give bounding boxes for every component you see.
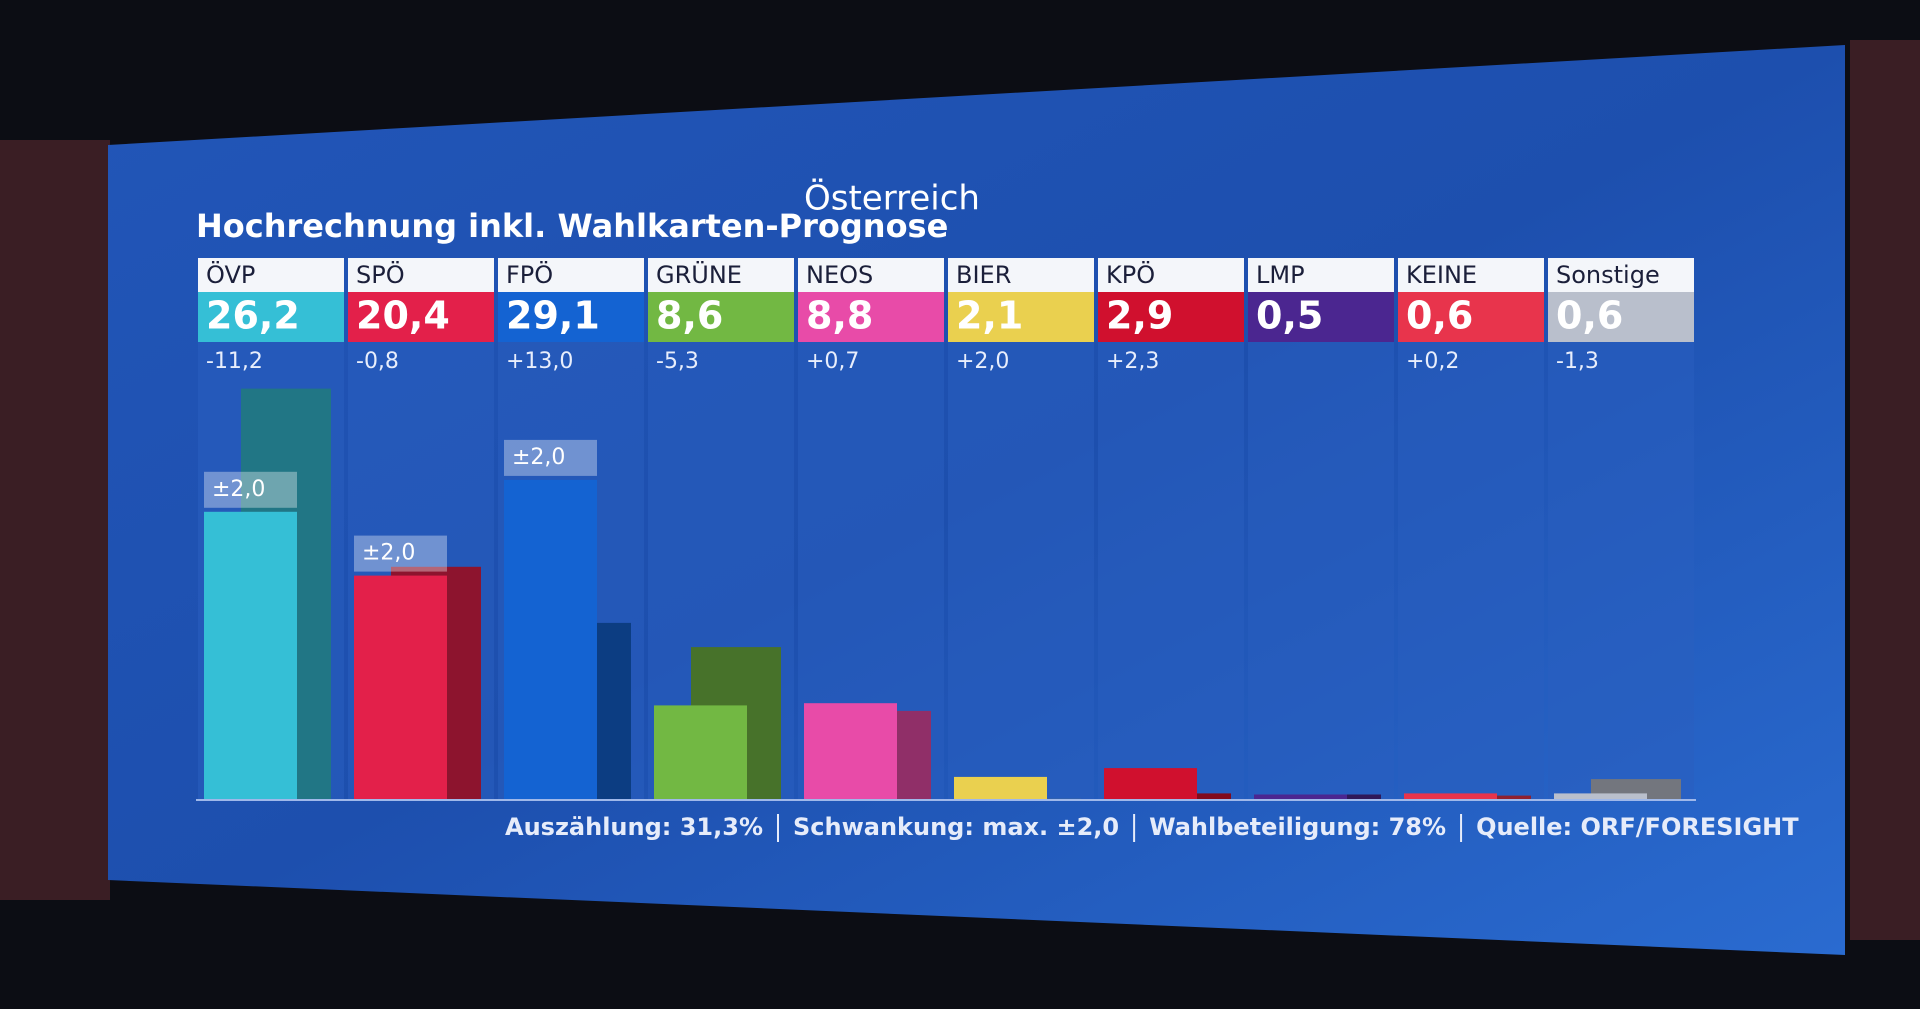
footer-text: Quelle: ORF/FORESIGHT: [1476, 813, 1799, 841]
value-label: 8,8: [806, 294, 873, 338]
value-box: [948, 292, 1094, 342]
value-label: 0,5: [1256, 294, 1323, 338]
change-label: +2,0: [956, 349, 1009, 374]
party-name: SPÖ: [356, 260, 405, 289]
column-background: [948, 258, 1094, 800]
column-background: [1548, 258, 1694, 800]
party-header: [348, 258, 494, 292]
chart-subtitle: Österreich: [804, 178, 980, 219]
value-label: 0,6: [1556, 294, 1623, 338]
value-label: 26,2: [206, 294, 300, 338]
value-label: 2,1: [956, 294, 1023, 338]
party-name: Sonstige: [1556, 261, 1660, 289]
bar: [204, 511, 297, 800]
party-name: ÖVP: [206, 260, 255, 289]
change-label: +0,7: [806, 349, 859, 374]
value-box: [1548, 292, 1694, 342]
party-header: [1098, 258, 1244, 292]
value-label: 0,6: [1406, 294, 1473, 338]
change-label: +13,0: [506, 349, 573, 374]
margin-box: [204, 471, 297, 508]
change-label: -0,8: [356, 349, 399, 374]
margin-label: ±2,0: [212, 477, 265, 502]
value-box: [1398, 292, 1544, 342]
column-background: [1398, 258, 1544, 800]
value-box: [648, 292, 794, 342]
footer-text: Schwankung: max. ±2,0: [793, 813, 1119, 841]
party-name: KEINE: [1406, 261, 1477, 289]
value-box: [1098, 292, 1244, 342]
party-header: [648, 258, 794, 292]
side-wall: [1850, 40, 1920, 940]
change-label: +2,3: [1106, 349, 1159, 374]
party-header: [948, 258, 1094, 292]
party-header: [1248, 258, 1394, 292]
party-header: [1398, 258, 1544, 292]
party-name: FPÖ: [506, 260, 553, 289]
party-header: [498, 258, 644, 292]
footer-text: Wahlbeteiligung: 78%: [1149, 813, 1446, 841]
value-box: [798, 292, 944, 342]
margin-label: ±2,0: [512, 445, 565, 470]
bar: [1104, 768, 1197, 800]
column-background: [1098, 258, 1244, 800]
value-label: 20,4: [356, 294, 450, 338]
party-name: KPÖ: [1106, 260, 1155, 289]
party-header: [798, 258, 944, 292]
change-label: -1,3: [1556, 349, 1599, 374]
side-wall: [0, 140, 110, 900]
party-name: NEOS: [806, 261, 873, 289]
bar: [1254, 794, 1347, 800]
value-label: 2,9: [1106, 294, 1173, 338]
bar: [804, 703, 897, 800]
party-name: LMP: [1256, 261, 1305, 289]
bar: [1554, 793, 1647, 800]
value-box: [1248, 292, 1394, 342]
value-box: [348, 292, 494, 342]
footer-text: Auszählung: 31,3%: [505, 813, 763, 841]
value-box: [498, 292, 644, 342]
party-name: GRÜNE: [656, 260, 742, 289]
change-label: +0,2: [1406, 349, 1459, 374]
margin-label: ±2,0: [362, 541, 415, 566]
margin-box: [504, 439, 597, 476]
margin-box: [354, 535, 447, 572]
bar: [1404, 793, 1497, 800]
party-header: [198, 258, 344, 292]
bar: [954, 776, 1047, 800]
change-label: -5,3: [656, 349, 699, 374]
value-label: 29,1: [506, 294, 600, 338]
footer: Auszählung: 31,3% Schwankung: max. ±2,0 Wa…: [505, 813, 1799, 842]
value-label: 8,6: [656, 294, 723, 338]
value-box: [198, 292, 344, 342]
change-label: -11,2: [206, 349, 263, 374]
bar: [354, 575, 447, 800]
plot: ÖVP 26,2 -11,2 ±2,0 SPÖ 20,4 -0,8 ±2,0 FPÖ 29,1 +1…: [196, 258, 1696, 801]
chart-title: Hochrechnung inkl. Wahlkarten-Prognose: [196, 207, 948, 245]
column-background: [1248, 258, 1394, 800]
party-header: [1548, 258, 1694, 292]
bar: [504, 479, 597, 800]
party-name: BIER: [956, 261, 1011, 289]
bar: [654, 705, 747, 800]
